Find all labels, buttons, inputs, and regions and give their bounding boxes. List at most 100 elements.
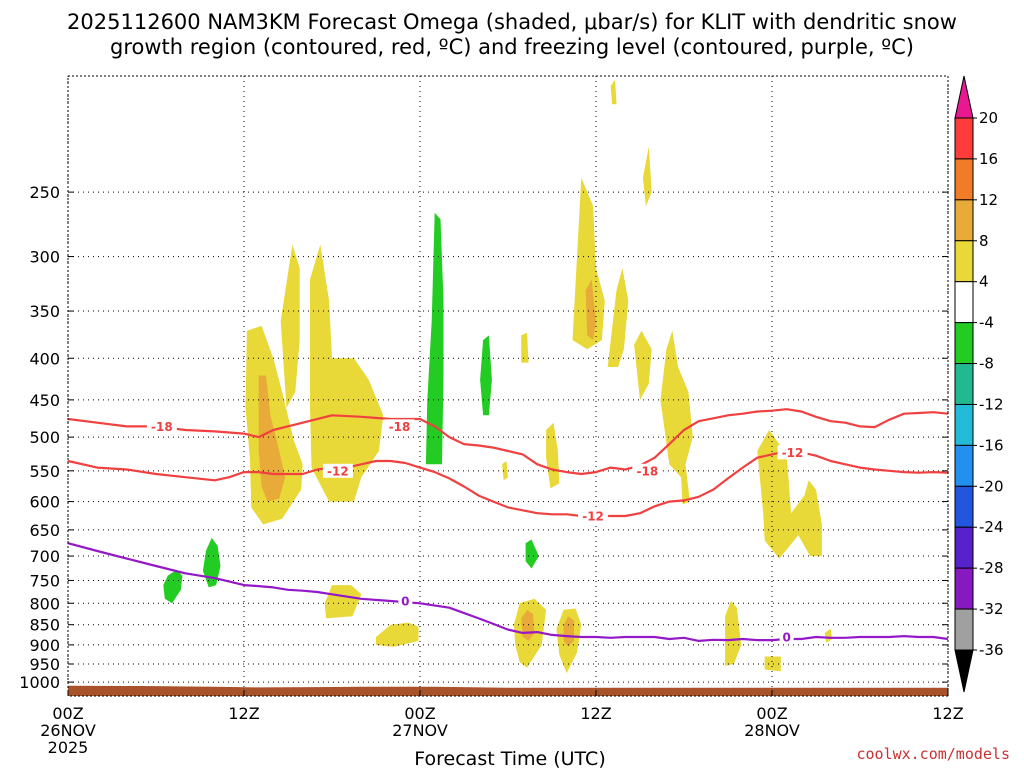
colorbar-label-8: -16 (979, 436, 1004, 454)
y-tick-label-800: 800 (29, 594, 60, 613)
contour-label-4: -12 (582, 510, 604, 524)
colorbar-swatch-5 (954, 322, 974, 365)
y-tick-label-950: 950 (29, 655, 60, 674)
colorbar-label-3: 8 (979, 232, 989, 250)
colorbar-label-1: 16 (979, 150, 998, 168)
omega-green-d (202, 537, 221, 588)
x-tick-label-12-1: 12Z (228, 704, 259, 723)
colorbar-swatch-3 (954, 240, 974, 283)
omega-yellow-l (376, 622, 419, 647)
contour-label-bg-7 (779, 629, 794, 644)
colorbar-swatch-7 (954, 403, 974, 446)
omega-yellow-k (324, 585, 362, 619)
contour-label-2: -18 (636, 464, 658, 478)
colorbar-swatch-10 (954, 526, 974, 569)
omega-yellow-p (764, 656, 781, 672)
x-tick-label-60-1: 12Z (932, 704, 963, 723)
y-tick-label-550: 550 (29, 462, 60, 481)
y-tick-label-500: 500 (29, 428, 60, 447)
omega-yellow-f (572, 177, 605, 350)
omega-orange-d (563, 616, 574, 647)
y-tick-label-750: 750 (29, 571, 60, 590)
x-tick-label-24-2: 27NOV (392, 721, 448, 740)
y-tick-label-250: 250 (29, 183, 60, 202)
ground-fill (68, 685, 948, 696)
colorbar-label-0: 20 (979, 109, 998, 127)
contour-label-6: 0 (401, 595, 409, 609)
contour-label-bg-2 (632, 463, 663, 478)
omega-yellow-h (642, 146, 652, 206)
contour-label-bg-5 (777, 445, 808, 460)
x-tick-label-0-1: 00Z (52, 704, 83, 723)
omega-yellow-q (824, 628, 833, 643)
x-tick-label-48-2: 28NOV (744, 721, 800, 740)
y-tick-label-700: 700 (29, 547, 60, 566)
colorbar-label-6: -8 (979, 355, 994, 373)
colorbar-label-11: -28 (979, 559, 1004, 577)
colorbar-swatch-1 (954, 158, 974, 201)
x-tick-label-24-1: 00Z (404, 704, 435, 723)
chart-title-line-1: 2025112600 NAM3KM Forecast Omega (shaded… (67, 10, 957, 34)
omega-green-e (525, 539, 539, 569)
omega-yellow-e2 (502, 461, 508, 481)
y-tick-label-450: 450 (29, 391, 60, 410)
colorbar-label-10: -24 (979, 518, 1004, 536)
contour-label-bg-1 (384, 419, 415, 434)
omega-green-a (425, 212, 444, 465)
x-tick-label-0-2: 26NOV (40, 721, 96, 740)
colorbar-swatch-0 (954, 117, 974, 160)
colorbar-label-12: -32 (979, 600, 1004, 618)
omega-yellow-o (725, 601, 742, 666)
colorbar-swatch-4 (954, 281, 974, 324)
colorbar-swatch-9 (954, 485, 974, 528)
contour-labels: -18 -18 -18 -12 -12 -12 0 0 (146, 419, 808, 644)
colorbar-label-4: 4 (979, 273, 989, 291)
omega-yellow-d (521, 332, 529, 363)
ground-layer (68, 685, 948, 696)
dgz-minus18 (67, 408, 949, 476)
x-axis-title: Forecast Time (UTC) (414, 748, 605, 768)
y-tick-label-900: 900 (29, 636, 60, 655)
credit-text: coolwx.com/models (856, 745, 1010, 763)
omega-yellow-i (634, 330, 652, 400)
x-tick-label-36-1: 12Z (580, 704, 611, 723)
contour-label-3: -12 (327, 464, 349, 478)
contour-label-bg-4 (578, 509, 609, 524)
y-tick-label-400: 400 (29, 349, 60, 368)
contour-label-7: 0 (782, 630, 790, 644)
y-tick-label-850: 850 (29, 616, 60, 635)
omega-orange-a (258, 375, 286, 502)
chart-title-line-2: growth region (contoured, red, ºC) and f… (110, 35, 914, 59)
omega-yellow-r (757, 430, 822, 559)
omega-green-c (163, 569, 183, 604)
y-tick-label-1000: 1000 (19, 673, 60, 692)
omega-yellow-j (660, 330, 693, 505)
colorbar-swatch-8 (954, 444, 974, 487)
contour-label-0: -18 (151, 420, 173, 434)
y-tick-label-350: 350 (29, 302, 60, 321)
contour-label-bg-3 (322, 463, 353, 478)
colorbar: 20 16 12 8 4 -4 -8 -12 -16 -20 -24 -28 -32 -36 (954, 75, 1004, 693)
colorbar-label-5: -4 (979, 314, 994, 332)
omega-shading (163, 79, 833, 674)
contour-label-1: -18 (389, 420, 411, 434)
plot-frame (67, 75, 949, 697)
colorbar-label-13: -36 (979, 641, 1004, 659)
colorbar-label-9: -20 (979, 477, 1004, 495)
colorbar-label-7: -12 (979, 395, 1004, 413)
colorbar-swatch-2 (954, 199, 974, 242)
y-axis: 2503003504004505005506006507007508008509… (19, 183, 948, 692)
contour-label-bg-6 (398, 594, 413, 609)
contour-label-5: -12 (782, 446, 804, 460)
colorbar-swatch-6 (954, 363, 974, 405)
x-tick-label-48-1: 00Z (756, 704, 787, 723)
omega-yellow-g (607, 268, 629, 367)
colorbar-label-2: 12 (979, 191, 998, 209)
y-tick-label-300: 300 (29, 248, 60, 267)
omega-yellow-s (610, 79, 617, 105)
omega-orange-b (585, 279, 596, 341)
colorbar-swatch-11 (954, 567, 974, 610)
